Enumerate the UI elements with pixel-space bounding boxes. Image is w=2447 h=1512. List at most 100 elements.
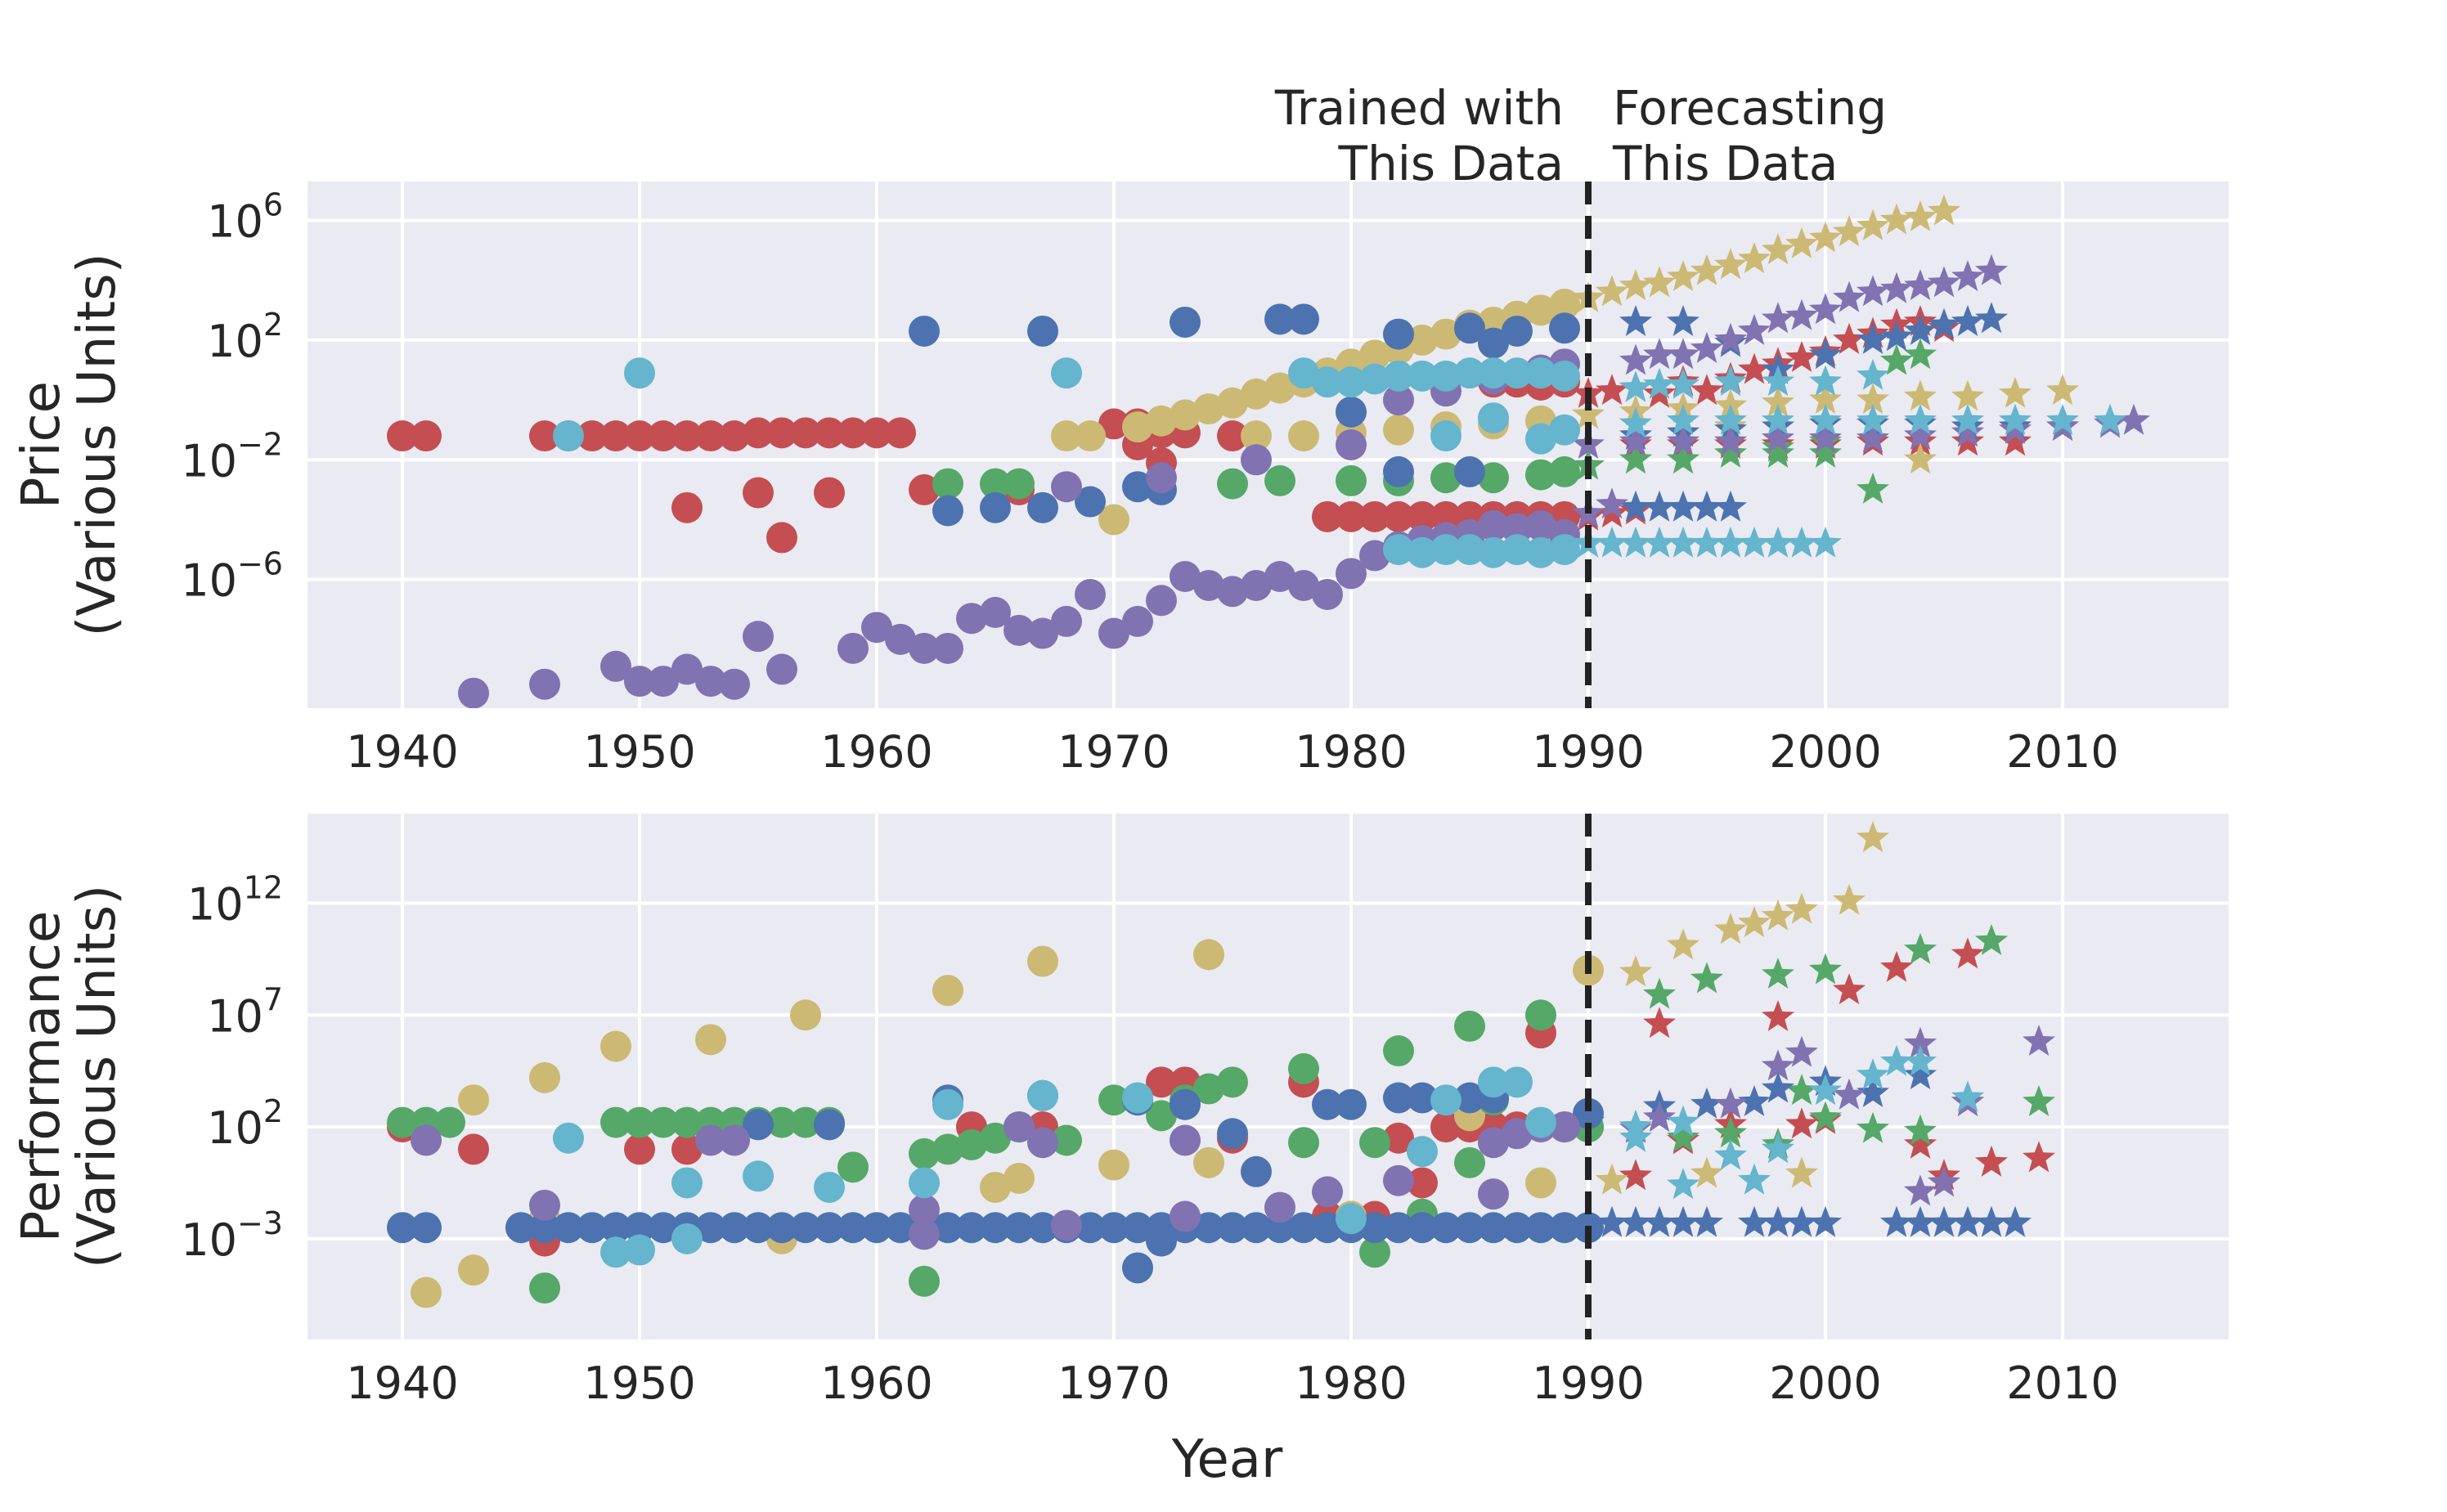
trained-point (1549, 534, 1580, 566)
trained-point (1288, 1212, 1319, 1244)
forecast-point (1904, 442, 1937, 474)
trained-point (1383, 534, 1414, 566)
trained-point (1430, 1111, 1461, 1143)
forecast-point (1785, 526, 1818, 558)
forecast-point (1880, 950, 1913, 982)
forecast-point (1643, 526, 1676, 558)
forecast-point (1928, 266, 1960, 298)
trained-point (1478, 357, 1509, 389)
trained-point (1502, 1066, 1533, 1098)
trained-point (790, 1106, 821, 1138)
trained-point (671, 653, 703, 685)
trained-point (980, 1171, 1011, 1203)
trained-point (624, 1106, 655, 1138)
forecast-point (1785, 298, 1818, 330)
forecast-point (1762, 1049, 1794, 1081)
forecast-point (2023, 1025, 2055, 1057)
trained-point (1478, 536, 1509, 568)
trained-point (1525, 999, 1556, 1031)
forecast-point (1690, 962, 1723, 994)
forecast-point (1643, 367, 1676, 399)
forecast-point (1619, 955, 1652, 987)
forecast-point (1643, 1007, 1676, 1039)
trained-point (1478, 327, 1509, 359)
trained-point (1193, 569, 1224, 601)
trained-point (932, 1088, 963, 1120)
forecast-point (1999, 1205, 2032, 1237)
trained-point (648, 1106, 679, 1138)
forecast-point (2023, 1085, 2055, 1116)
x-tick-label: 1940 (346, 726, 458, 778)
trained-point (1170, 399, 1201, 431)
trained-point (1407, 1167, 1438, 1199)
trained-point (909, 1218, 940, 1250)
forecast-point (1857, 1058, 1889, 1090)
forecast-point (1714, 322, 1747, 354)
trained-point (743, 1109, 774, 1141)
x-tick-label: 1960 (820, 726, 932, 778)
trained-point (1241, 1155, 1272, 1187)
trained-point (577, 1212, 608, 1244)
forecast-point (1643, 1205, 1676, 1237)
forecast-point (1738, 1163, 1771, 1195)
trained-point (956, 1128, 987, 1160)
trained-point (1336, 558, 1367, 590)
trained-point (743, 621, 774, 653)
trained-point (1454, 1082, 1485, 1114)
trained-point (600, 420, 631, 452)
trained-point (1383, 414, 1414, 446)
trained-point (1336, 464, 1367, 496)
trained-point (909, 473, 940, 505)
trained-point (671, 1106, 703, 1138)
trained-point (909, 1137, 940, 1169)
trained-point (577, 420, 608, 452)
trained-point (1359, 1236, 1390, 1268)
forecast-point (1690, 1156, 1723, 1188)
trained-point (1359, 540, 1390, 572)
trained-point (766, 653, 797, 685)
trained-point (1336, 366, 1367, 398)
trained-point (1430, 420, 1461, 452)
trained-point (932, 468, 963, 500)
forecast-point (1785, 227, 1818, 258)
trained-point (743, 477, 774, 509)
forecast-point (1904, 314, 1937, 345)
trained-point (1146, 1100, 1177, 1132)
forecast-point (1904, 1205, 1937, 1237)
forecast-point (1928, 1205, 1960, 1237)
forecast-point (1975, 1205, 2008, 1237)
trained-point (766, 1106, 797, 1138)
trained-point (1051, 357, 1082, 389)
trained-point (1170, 561, 1201, 592)
trained-point (1359, 500, 1390, 532)
trained-point (1264, 464, 1295, 496)
trained-point (411, 1212, 442, 1244)
forecast-point (1762, 385, 1794, 417)
trained-point (1217, 468, 1248, 500)
trained-point (624, 1234, 655, 1266)
trained-point (1170, 1200, 1201, 1232)
x-tick-label: 1990 (1532, 726, 1644, 778)
forecast-point (1667, 403, 1699, 435)
trained-point (1430, 318, 1461, 350)
forecast-point (1667, 526, 1699, 558)
forecast-point (1596, 526, 1628, 558)
trained-point (1312, 1088, 1343, 1120)
forecast-point (1975, 302, 2008, 334)
forecast-point (1643, 490, 1676, 522)
trained-point (1478, 402, 1509, 434)
trained-point (1146, 462, 1177, 494)
price-panel: 1940 1950 1960 1970 1980 1990 2000 2010 106 102 10… (11, 182, 2229, 778)
trained-point (909, 315, 940, 347)
trained-point (1407, 360, 1438, 392)
trained-point (695, 666, 726, 698)
trained-point (387, 420, 418, 452)
forecast-point (1904, 1174, 1937, 1206)
forecast-point (1714, 437, 1747, 468)
forecast-point (1951, 937, 1984, 969)
forecast-point (1667, 367, 1699, 399)
forecast-point (1857, 275, 1889, 307)
forecast-point (1785, 340, 1818, 372)
forecast-point (1857, 383, 1889, 415)
trained-point (624, 1133, 655, 1165)
